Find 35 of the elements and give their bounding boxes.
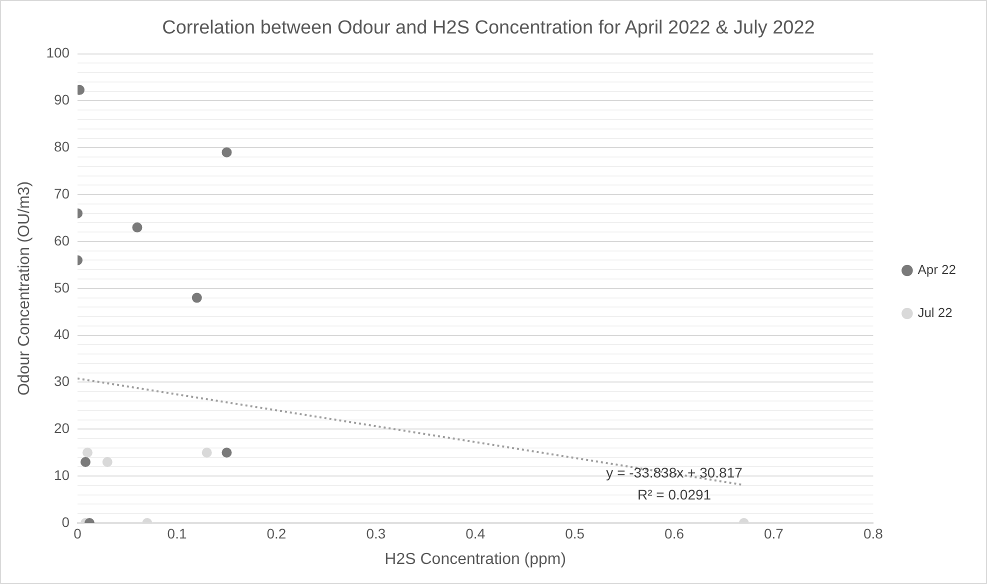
point [192, 292, 202, 303]
x-tick-label: 0.5 [565, 525, 585, 542]
point [202, 448, 212, 458]
x-tick-label: 0.3 [366, 525, 386, 542]
x-tick-label: 0 [74, 525, 82, 542]
annotation: R² = 0.0291 [638, 486, 712, 503]
x-tick-label: 0.1 [167, 525, 187, 542]
x-tick-label: 0.8 [863, 525, 884, 542]
x-tick-label: 0.4 [466, 525, 486, 542]
point [80, 457, 91, 468]
y-tick-label: 80 [54, 138, 70, 154]
y-tick-label: 30 [54, 373, 70, 390]
y-tick-label: 50 [54, 279, 70, 296]
x-tick-label: 0.6 [664, 525, 684, 542]
y-axis-title: Odour Concentration (OU/m3) [16, 181, 34, 396]
point [222, 147, 232, 158]
legend-label: Jul 22 [918, 305, 952, 320]
point [132, 222, 142, 232]
y-tick-label: 0 [62, 514, 70, 530]
chart-title: Correlation between Odour and H2S Concentration for April 2022 & July 2022 [162, 18, 815, 39]
y-tick-label: 70 [54, 185, 70, 202]
y-tick-label: 90 [54, 92, 70, 108]
point [102, 457, 112, 468]
x-tick-label: 0.2 [266, 525, 286, 542]
annotation: y = -33.838x + 30.817 [606, 464, 743, 481]
x-tick-label: 0.7 [764, 525, 784, 542]
y-tick-label: 100 [46, 44, 70, 61]
y-tick-label: 10 [54, 466, 70, 483]
y-tick-label: 20 [54, 420, 70, 436]
legend-label: Apr 22 [918, 262, 956, 278]
y-tick-label: 60 [54, 232, 70, 248]
y-tick-label: 40 [54, 326, 70, 342]
point [222, 448, 232, 458]
x-axis-title: H2S Concentration (ppm) [384, 550, 566, 568]
point [82, 448, 93, 458]
